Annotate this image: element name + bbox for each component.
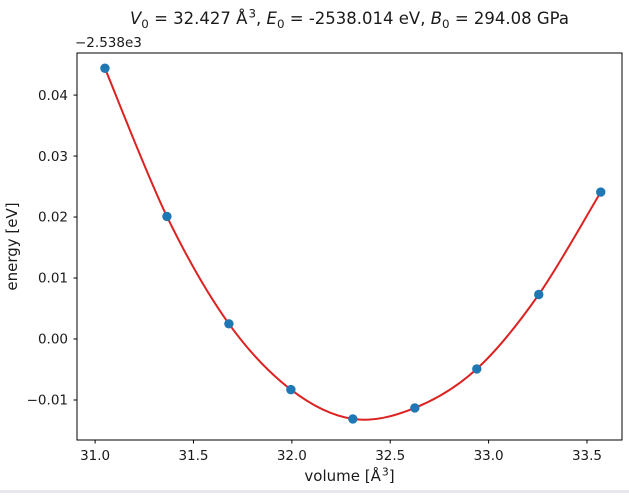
data-point-marker — [348, 414, 358, 424]
x-tick-label: 31.0 — [80, 448, 110, 464]
chart-title-seg: = 294.08 GPa — [450, 9, 569, 28]
chart-title-seg: E — [267, 9, 278, 28]
chart-title-seg: 0 — [141, 17, 149, 31]
data-point-marker — [286, 384, 296, 395]
chart-title: V0 = 32.427 Å3, E0 = -2538.014 eV, B0 = … — [130, 7, 569, 31]
chart-title-seg: , — [256, 9, 267, 28]
axes-frame — [76, 52, 623, 441]
chart-title-seg: = -2538.014 eV, — [285, 9, 431, 28]
window-edge-strip — [0, 490, 629, 493]
x-axis-label-seg: volume [Å — [304, 466, 381, 485]
y-axis-offset-text: −2.538e3 — [75, 35, 142, 51]
x-tick-label: 33.5 — [572, 448, 602, 464]
chart-title-seg: 3 — [248, 7, 256, 21]
data-point-marker — [534, 289, 544, 300]
chart-title-seg: V — [130, 9, 143, 28]
y-axis-label: energy [eV] — [3, 202, 21, 290]
chart-title-seg: 0 — [277, 17, 285, 31]
eos-fit-curve — [103, 67, 602, 421]
x-tick-label: 31.5 — [178, 448, 208, 464]
data-point-marker — [100, 63, 110, 73]
data-point-marker — [162, 211, 172, 222]
x-axis-label-seg: 3 — [382, 465, 389, 478]
y-tick-label: −0.01 — [27, 393, 68, 409]
x-tick-label: 32.5 — [375, 448, 405, 464]
data-point-marker — [472, 364, 482, 374]
x-tick-label: 32.0 — [277, 448, 307, 464]
data-point-marker — [410, 403, 420, 413]
x-axis-label: volume [Å3] — [304, 465, 394, 485]
y-tick-label: 0.01 — [38, 271, 68, 287]
y-tick-label: 0.00 — [38, 332, 68, 348]
chart-title-seg: = 32.427 Å — [149, 9, 248, 28]
chart-title-seg: 0 — [442, 17, 450, 31]
y-tick-label: 0.02 — [38, 210, 68, 226]
x-tick-label: 33.0 — [474, 448, 504, 464]
data-point-marker — [596, 187, 606, 197]
y-tick-label: 0.04 — [38, 88, 68, 104]
y-tick-label: 0.03 — [38, 149, 68, 165]
chart-title-seg: B — [431, 9, 442, 28]
data-point-marker — [224, 319, 234, 329]
x-axis-label-seg: ] — [389, 467, 395, 485]
